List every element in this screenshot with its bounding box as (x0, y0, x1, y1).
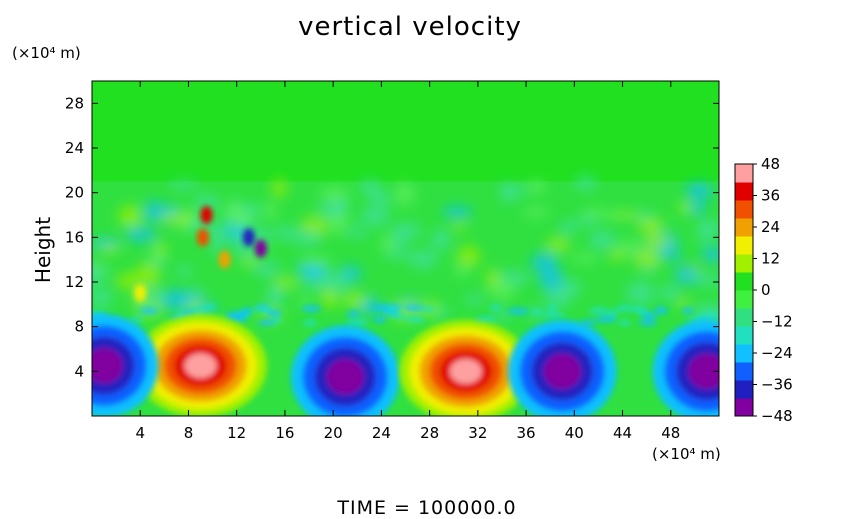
plot-frame (91, 80, 720, 417)
colorbar-tick-label: 48 (761, 155, 780, 173)
colorbar-swatch (735, 362, 753, 381)
y-tick-label: 12 (65, 273, 84, 291)
x-tick-label: 4 (135, 424, 145, 442)
x-tick-label: 16 (275, 424, 294, 442)
aloft-cell (254, 239, 267, 258)
colorbar-swatch (735, 344, 753, 363)
y-tick-label: 20 (65, 184, 84, 202)
y-tick-label: 8 (74, 318, 84, 336)
colorbar-tick-label: −48 (761, 407, 793, 425)
time-label: TIME = 100000.0 (337, 497, 517, 519)
colorbar-tick-label: 0 (761, 281, 771, 299)
colorbar-swatch (735, 380, 753, 399)
x-axis-unit: (×10⁴ m) (652, 445, 721, 463)
x-tick-label: 36 (517, 424, 536, 442)
colorbar-swatch (735, 164, 753, 183)
downdraft-cell (290, 325, 400, 416)
colorbar-tick-label: 36 (761, 187, 780, 205)
x-tick-label: 28 (420, 424, 439, 442)
aloft-cell (134, 284, 147, 303)
colorbar-swatch (735, 326, 753, 345)
x-tick-label: 24 (372, 424, 391, 442)
colorbar-swatch (735, 200, 753, 219)
colorbar-swatch (735, 254, 753, 273)
colorbar-tick-label: 12 (761, 250, 780, 268)
x-tick-label: 40 (565, 424, 584, 442)
aloft-cell (242, 228, 255, 247)
chart-title: vertical velocity (298, 12, 522, 42)
colorbar-swatch (735, 218, 753, 237)
aloft-cell (200, 206, 213, 224)
colorbar-tick-label: −12 (761, 313, 793, 331)
colorbar-tick-label: −36 (761, 376, 793, 394)
y-axis-unit: (×10⁴ m) (12, 44, 81, 62)
colorbar-swatch (735, 398, 753, 417)
x-tick-label: 8 (184, 424, 194, 442)
y-tick-label: 4 (74, 362, 84, 380)
aloft-cell (196, 228, 209, 247)
x-tick-label: 32 (468, 424, 487, 442)
downdraft-cell (508, 319, 617, 416)
x-tick-label: 44 (613, 424, 632, 442)
updraft-cell (134, 314, 267, 416)
y-tick-label: 28 (65, 94, 84, 112)
downdraft-cell (652, 319, 719, 416)
colorbar-tick-label: 24 (761, 218, 780, 236)
downdraft-cell (92, 314, 159, 416)
x-tick-label: 20 (324, 424, 343, 442)
updraft-cell (399, 319, 533, 416)
colorbar-swatch (735, 182, 753, 201)
upper-layer (92, 81, 719, 182)
y-tick-label: 24 (65, 139, 84, 157)
colorbar-swatch (735, 308, 753, 327)
colorbar-swatch (735, 272, 753, 291)
colorbar-swatch (735, 290, 753, 309)
aloft-cell (218, 250, 231, 269)
colorbar-swatch (735, 236, 753, 255)
x-tick-label: 12 (227, 424, 246, 442)
y-tick-label: 16 (65, 228, 84, 246)
colorbar-tick-label: −24 (761, 344, 793, 362)
x-tick-label: 48 (661, 424, 680, 442)
